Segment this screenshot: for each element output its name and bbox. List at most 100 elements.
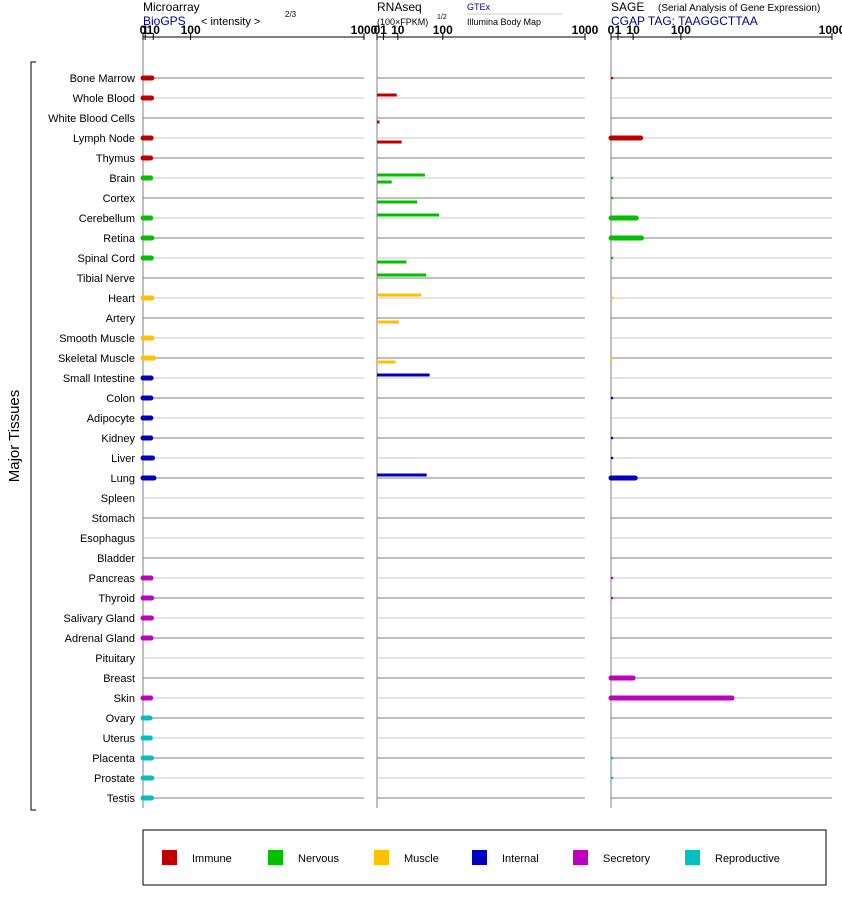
tissue-label: Spinal Cord [78, 253, 135, 265]
gtex-legend-label[interactable]: GTEx [467, 2, 491, 12]
legend-swatch-nervous [268, 850, 283, 865]
sage-marker [610, 396, 614, 400]
y-axis-bracket [30, 61, 36, 811]
tissue-label: Cortex [103, 193, 136, 205]
tissue-label: Liver [111, 453, 135, 465]
tissue-label: Pituitary [95, 653, 135, 665]
gtex-bar [377, 473, 427, 477]
tissue-label: Placenta [92, 753, 136, 765]
tissue-label: Kidney [101, 433, 135, 445]
sage-subtitle: (Serial Analysis of Gene Expression) [658, 3, 820, 14]
tissue-label: Thyroid [98, 593, 135, 605]
ibm-bar [377, 260, 407, 264]
sage-marker [610, 456, 614, 460]
tissue-label: Lung [111, 473, 135, 485]
tissue-label: Colon [106, 393, 135, 405]
microarray-tick-label: 1000 [351, 23, 378, 37]
tissue-label: Lymph Node [73, 133, 135, 145]
microarray-tick-label: 10 [147, 23, 161, 37]
sage-tick-label: 10 [626, 23, 640, 37]
tissue-label: Breast [103, 673, 135, 685]
tissue-label: Small Intestine [63, 373, 135, 385]
ibm-legend-label: Illumina Body Map [467, 17, 541, 27]
rnaseq-title: RNAseq [377, 0, 422, 14]
ibm-bar [377, 180, 392, 184]
tissue-label: Testis [107, 793, 136, 805]
sage-marker [610, 756, 614, 760]
tissue-label: Thymus [96, 153, 136, 165]
y-axis-label: Major Tissues [6, 390, 23, 483]
ibm-bar [377, 360, 396, 364]
microarray-exponent: 2/3 [285, 10, 297, 19]
tissue-label: Salivary Gland [63, 613, 135, 625]
tissue-label: Heart [108, 293, 135, 305]
microarray-tick-label: 1 [142, 23, 149, 37]
sage-tick-label: 1 [615, 23, 622, 37]
tissue-label: Skin [114, 693, 135, 705]
sage-tick-label: 100 [671, 23, 691, 37]
legend-label-muscle: Muscle [404, 853, 439, 865]
microarray-source-link[interactable]: BioGPS [143, 14, 186, 28]
rnaseq-tick-label: 100 [433, 23, 453, 37]
gtex-bar [377, 273, 427, 277]
sage-title: SAGE [611, 0, 644, 14]
sage-marker [610, 356, 614, 360]
microarray-title: Microarray [143, 0, 200, 14]
sage-marker [610, 596, 614, 600]
legend-label-secretory: Secretory [603, 853, 651, 865]
gtex-bar [377, 93, 397, 97]
rnaseq-exponent: 1/2 [437, 14, 447, 21]
gtex-bar [377, 213, 440, 217]
gtex-bar [377, 373, 430, 377]
legend-swatch-secretory [573, 850, 588, 865]
rnaseq-tick-label: 1 [380, 23, 387, 37]
ibm-bar [377, 320, 399, 324]
microarray-tick-label: 100 [181, 23, 201, 37]
ibm-bar [377, 200, 418, 204]
legend-swatch-muscle [374, 850, 389, 865]
tissue-label: Esophagus [80, 533, 136, 545]
tissue-label: Cerebellum [79, 213, 135, 225]
tissue-label: Whole Blood [73, 93, 135, 105]
tissue-label: Uterus [103, 733, 136, 745]
tissue-label: Smooth Muscle [59, 333, 135, 345]
sage-tick-label: 1000 [819, 23, 842, 37]
tissue-label: Adrenal Gland [65, 633, 135, 645]
microarray-unit: < intensity > [201, 16, 260, 28]
legend-swatch-reproductive [685, 850, 700, 865]
ibm-bar [377, 120, 380, 124]
sage-tag: CGAP TAG: TAAGGCTTAA [611, 14, 758, 28]
ibm-bar [377, 140, 402, 144]
legend-label-nervous: Nervous [298, 853, 339, 865]
rnaseq-unit: (100×FPKM) [377, 17, 428, 27]
tissue-label: Skeletal Muscle [58, 353, 135, 365]
tissue-label: Pancreas [89, 573, 136, 585]
microarray-tick-label: 0 [140, 23, 147, 37]
sage-marker [610, 256, 614, 260]
rnaseq-tick-label: 1000 [572, 23, 599, 37]
rnaseq-tick-label: 10 [391, 23, 405, 37]
tissue-label: Tibial Nerve [77, 273, 135, 285]
legend-label-immune: Immune [192, 853, 232, 865]
sage-marker [610, 776, 614, 780]
sage-marker [610, 76, 614, 80]
tissue-label: Bone Marrow [70, 73, 135, 85]
legend-swatch-immune [162, 850, 177, 865]
gtex-bar [377, 293, 422, 297]
gtex-bar [377, 173, 425, 177]
tissue-label: Adipocyte [87, 413, 135, 425]
sage-marker [610, 296, 614, 300]
sage-marker [610, 196, 614, 200]
tissue-label: Spleen [101, 493, 135, 505]
sage-marker [610, 576, 614, 580]
tissue-label: Retina [103, 233, 136, 245]
tissue-label: Brain [109, 173, 135, 185]
tissue-label: Bladder [97, 553, 135, 565]
sage-marker [610, 436, 614, 440]
tissue-label: Stomach [92, 513, 135, 525]
sage-marker [610, 176, 614, 180]
tissue-label: Prostate [94, 773, 135, 785]
tissue-label: White Blood Cells [48, 113, 135, 125]
legend-label-internal: Internal [502, 853, 539, 865]
